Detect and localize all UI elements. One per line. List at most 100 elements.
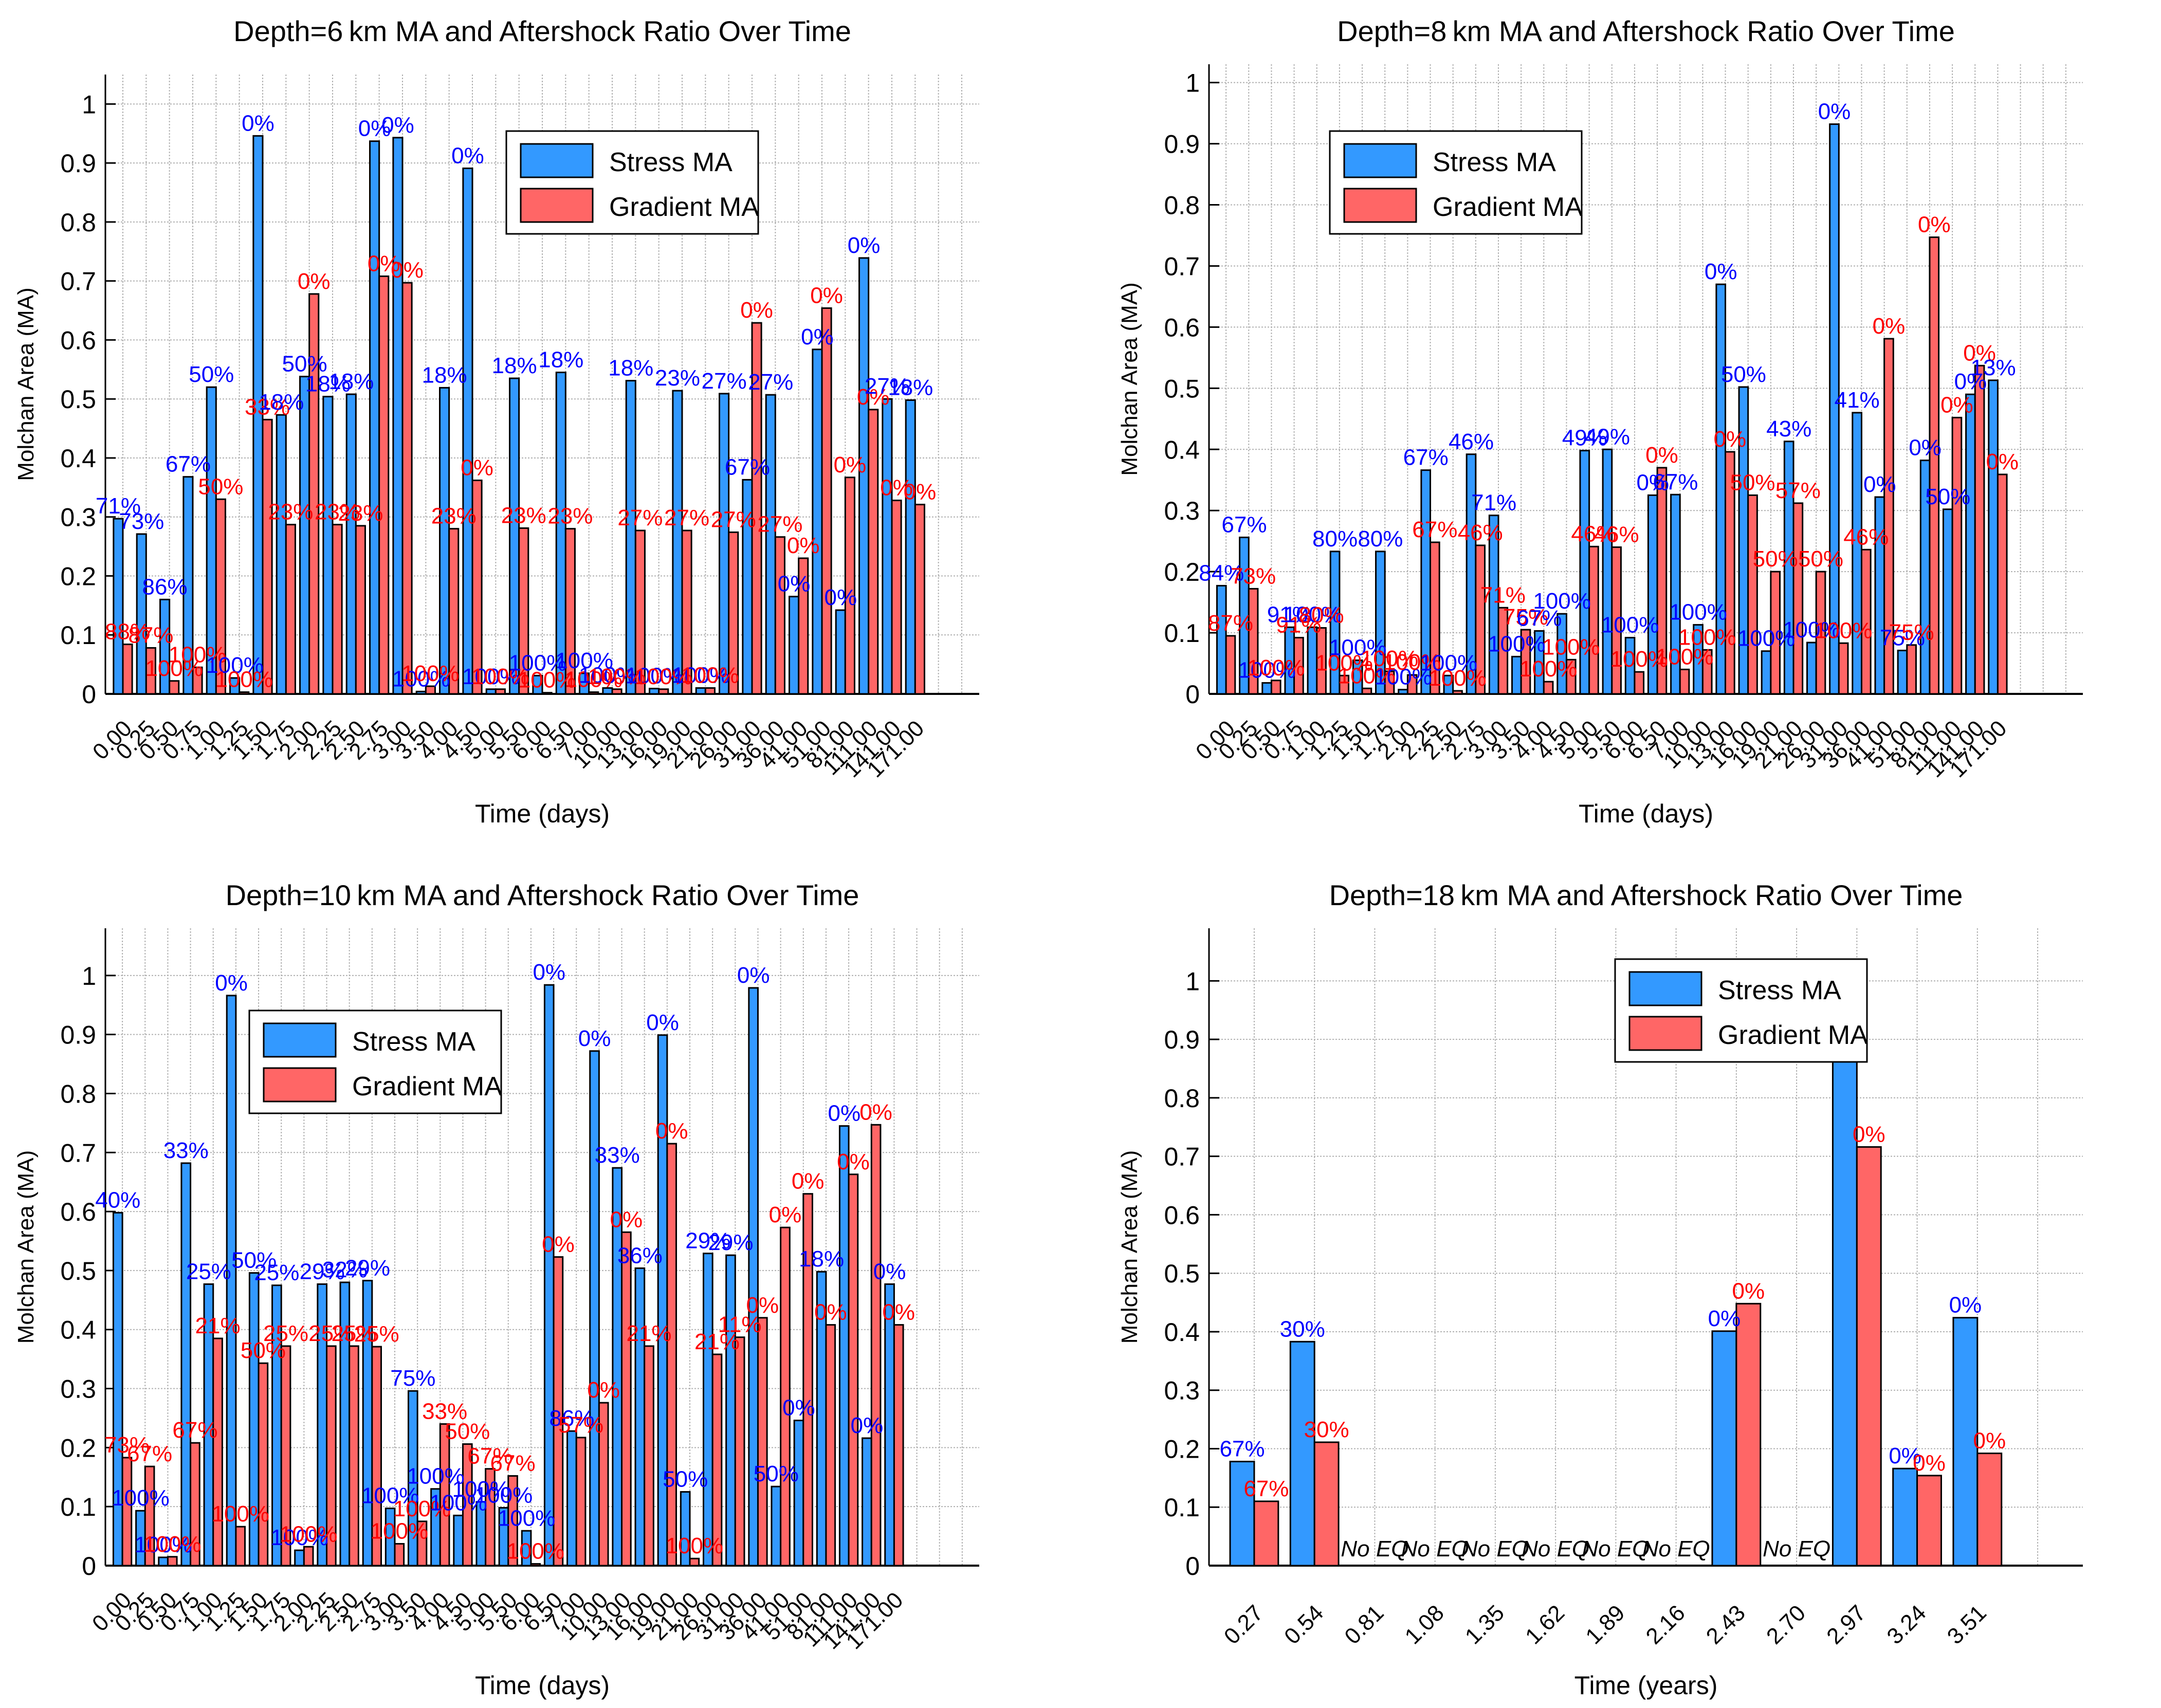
stress-bar [1942, 508, 1953, 695]
y-tick-label: 1 [1185, 69, 1200, 98]
stress-bar [835, 609, 846, 695]
legend-label-gradient: Gradient MA [609, 192, 759, 222]
y-tick-label: 1 [1185, 967, 1200, 996]
stress-label: 46% [1449, 429, 1494, 454]
gradient-label: 67% [1412, 517, 1457, 542]
stress-bar [771, 1485, 782, 1567]
gradient-bar [575, 1437, 587, 1567]
gradient-bar [634, 529, 646, 695]
gradient-label: 100% [634, 664, 692, 689]
stress-bar [1897, 650, 1908, 695]
stress-label: 100% [1284, 602, 1342, 627]
gradient-label: 0% [1853, 1122, 1885, 1147]
legend-swatch-stress [1343, 143, 1417, 178]
gradient-label: 27% [757, 512, 802, 537]
gradient-bar [280, 1345, 291, 1567]
gradient-bar [1253, 1500, 1279, 1567]
stress-bar [1832, 986, 1858, 1567]
stress-label: 0% [801, 324, 834, 350]
y-tick-label: 0.2 [60, 1434, 96, 1462]
gradient-bar [1611, 546, 1622, 695]
gradient-label: 23% [547, 504, 593, 529]
stress-bar [1711, 1330, 1737, 1567]
stress-label: 50% [1925, 484, 1970, 509]
gradient-label: 25% [308, 1321, 354, 1346]
stress-label: 0% [828, 1101, 860, 1126]
stress-bar [1329, 550, 1341, 695]
gradient-bar [914, 504, 925, 695]
stress-bar [748, 987, 759, 1567]
y-tick-label: 0 [1185, 1552, 1200, 1581]
stress-label: 67% [1221, 512, 1267, 538]
stress-label: 91% [1267, 602, 1312, 627]
stress-label: 50% [189, 362, 234, 387]
y-tick-label: 0 [1185, 680, 1200, 709]
gradient-bar [462, 1443, 473, 1567]
stress-label: 100% [134, 1532, 192, 1557]
bars [113, 135, 925, 695]
stress-label: 18% [328, 369, 374, 394]
y-tick-label: 0.3 [1164, 497, 1200, 525]
y-tick-label: 1 [82, 962, 96, 990]
stress-bar [1965, 393, 1976, 695]
gradient-label: 100% [401, 661, 460, 686]
gradient-label: 11% [718, 1312, 762, 1337]
gradient-label: 27% [711, 507, 756, 532]
stress-label: 100% [1329, 635, 1387, 660]
no-eq-label: No EQ [1582, 1536, 1650, 1562]
gradient-bar [378, 275, 390, 695]
gradient-bar [285, 524, 296, 695]
y-tick-label: 0.8 [60, 1079, 96, 1108]
gradient-label: 21% [694, 1329, 740, 1354]
gradient-bar [1976, 1453, 2003, 1567]
stress-bar [680, 1491, 691, 1567]
stress-label: 33% [595, 1143, 640, 1168]
chart-depth10: Depth=10 km MA and Aftershock Ratio Over… [13, 879, 979, 1700]
stress-label: 100% [475, 1482, 533, 1508]
gradient-bar [401, 282, 413, 695]
gradient-bar [728, 531, 739, 695]
gradient-bar [644, 1345, 654, 1567]
gradient-bar [1725, 451, 1735, 695]
stress-label: 0% [1889, 1443, 1921, 1468]
gradient-bar [1735, 1302, 1762, 1567]
gradient-bar [751, 322, 762, 695]
stress-bar [1670, 493, 1681, 695]
gradient-bar [802, 1193, 813, 1567]
stress-bar [439, 387, 450, 695]
gradient-label: 0% [882, 1300, 915, 1325]
legend-label-gradient: Gradient MA [1718, 1020, 1868, 1050]
gradient-bar [689, 1557, 700, 1567]
stress-label: 50% [1721, 362, 1766, 387]
stress-bar [882, 398, 893, 695]
stress-label: 33% [163, 1138, 209, 1163]
gradient-label: 30% [1304, 1417, 1349, 1442]
stress-label: 0% [381, 113, 414, 138]
stress-label: 80% [1358, 526, 1403, 552]
gradient-bar [1475, 544, 1486, 695]
gradient-label: 50% [445, 1419, 490, 1444]
legend-label-stress: Stress MA [1433, 148, 1556, 177]
y-tick-label: 0.5 [1164, 1259, 1200, 1288]
y-tick-label: 0.4 [60, 444, 96, 473]
y-tick-label: 0.2 [1164, 558, 1200, 586]
stress-label: 0% [1705, 259, 1737, 284]
stress-label: 100% [1374, 665, 1432, 690]
y-tick-label: 0.4 [60, 1316, 96, 1345]
gradient-bar [507, 1475, 518, 1567]
stress-label: 67% [1403, 445, 1449, 470]
stress-label: 100% [1669, 600, 1727, 625]
y-tick-label: 0 [82, 680, 96, 709]
stress-bar [1216, 584, 1227, 695]
stress-label: 100% [452, 1477, 510, 1502]
stress-label: 67% [1516, 606, 1562, 631]
y-tick-label: 0.9 [60, 149, 96, 178]
stress-bar [1398, 689, 1408, 695]
y-axis-label: Molchan Area (MA) [1117, 1150, 1142, 1344]
chart-depth18: Depth=18 km MA and Aftershock Ratio Over… [1117, 879, 2083, 1700]
gradient-bar [844, 476, 855, 695]
y-tick-label: 0.6 [60, 326, 96, 355]
stress-bar [1289, 1340, 1315, 1567]
chart-depth6: Depth=6 km MA and Aftershock Ratio Over … [13, 15, 979, 828]
stress-bar [1624, 637, 1636, 695]
